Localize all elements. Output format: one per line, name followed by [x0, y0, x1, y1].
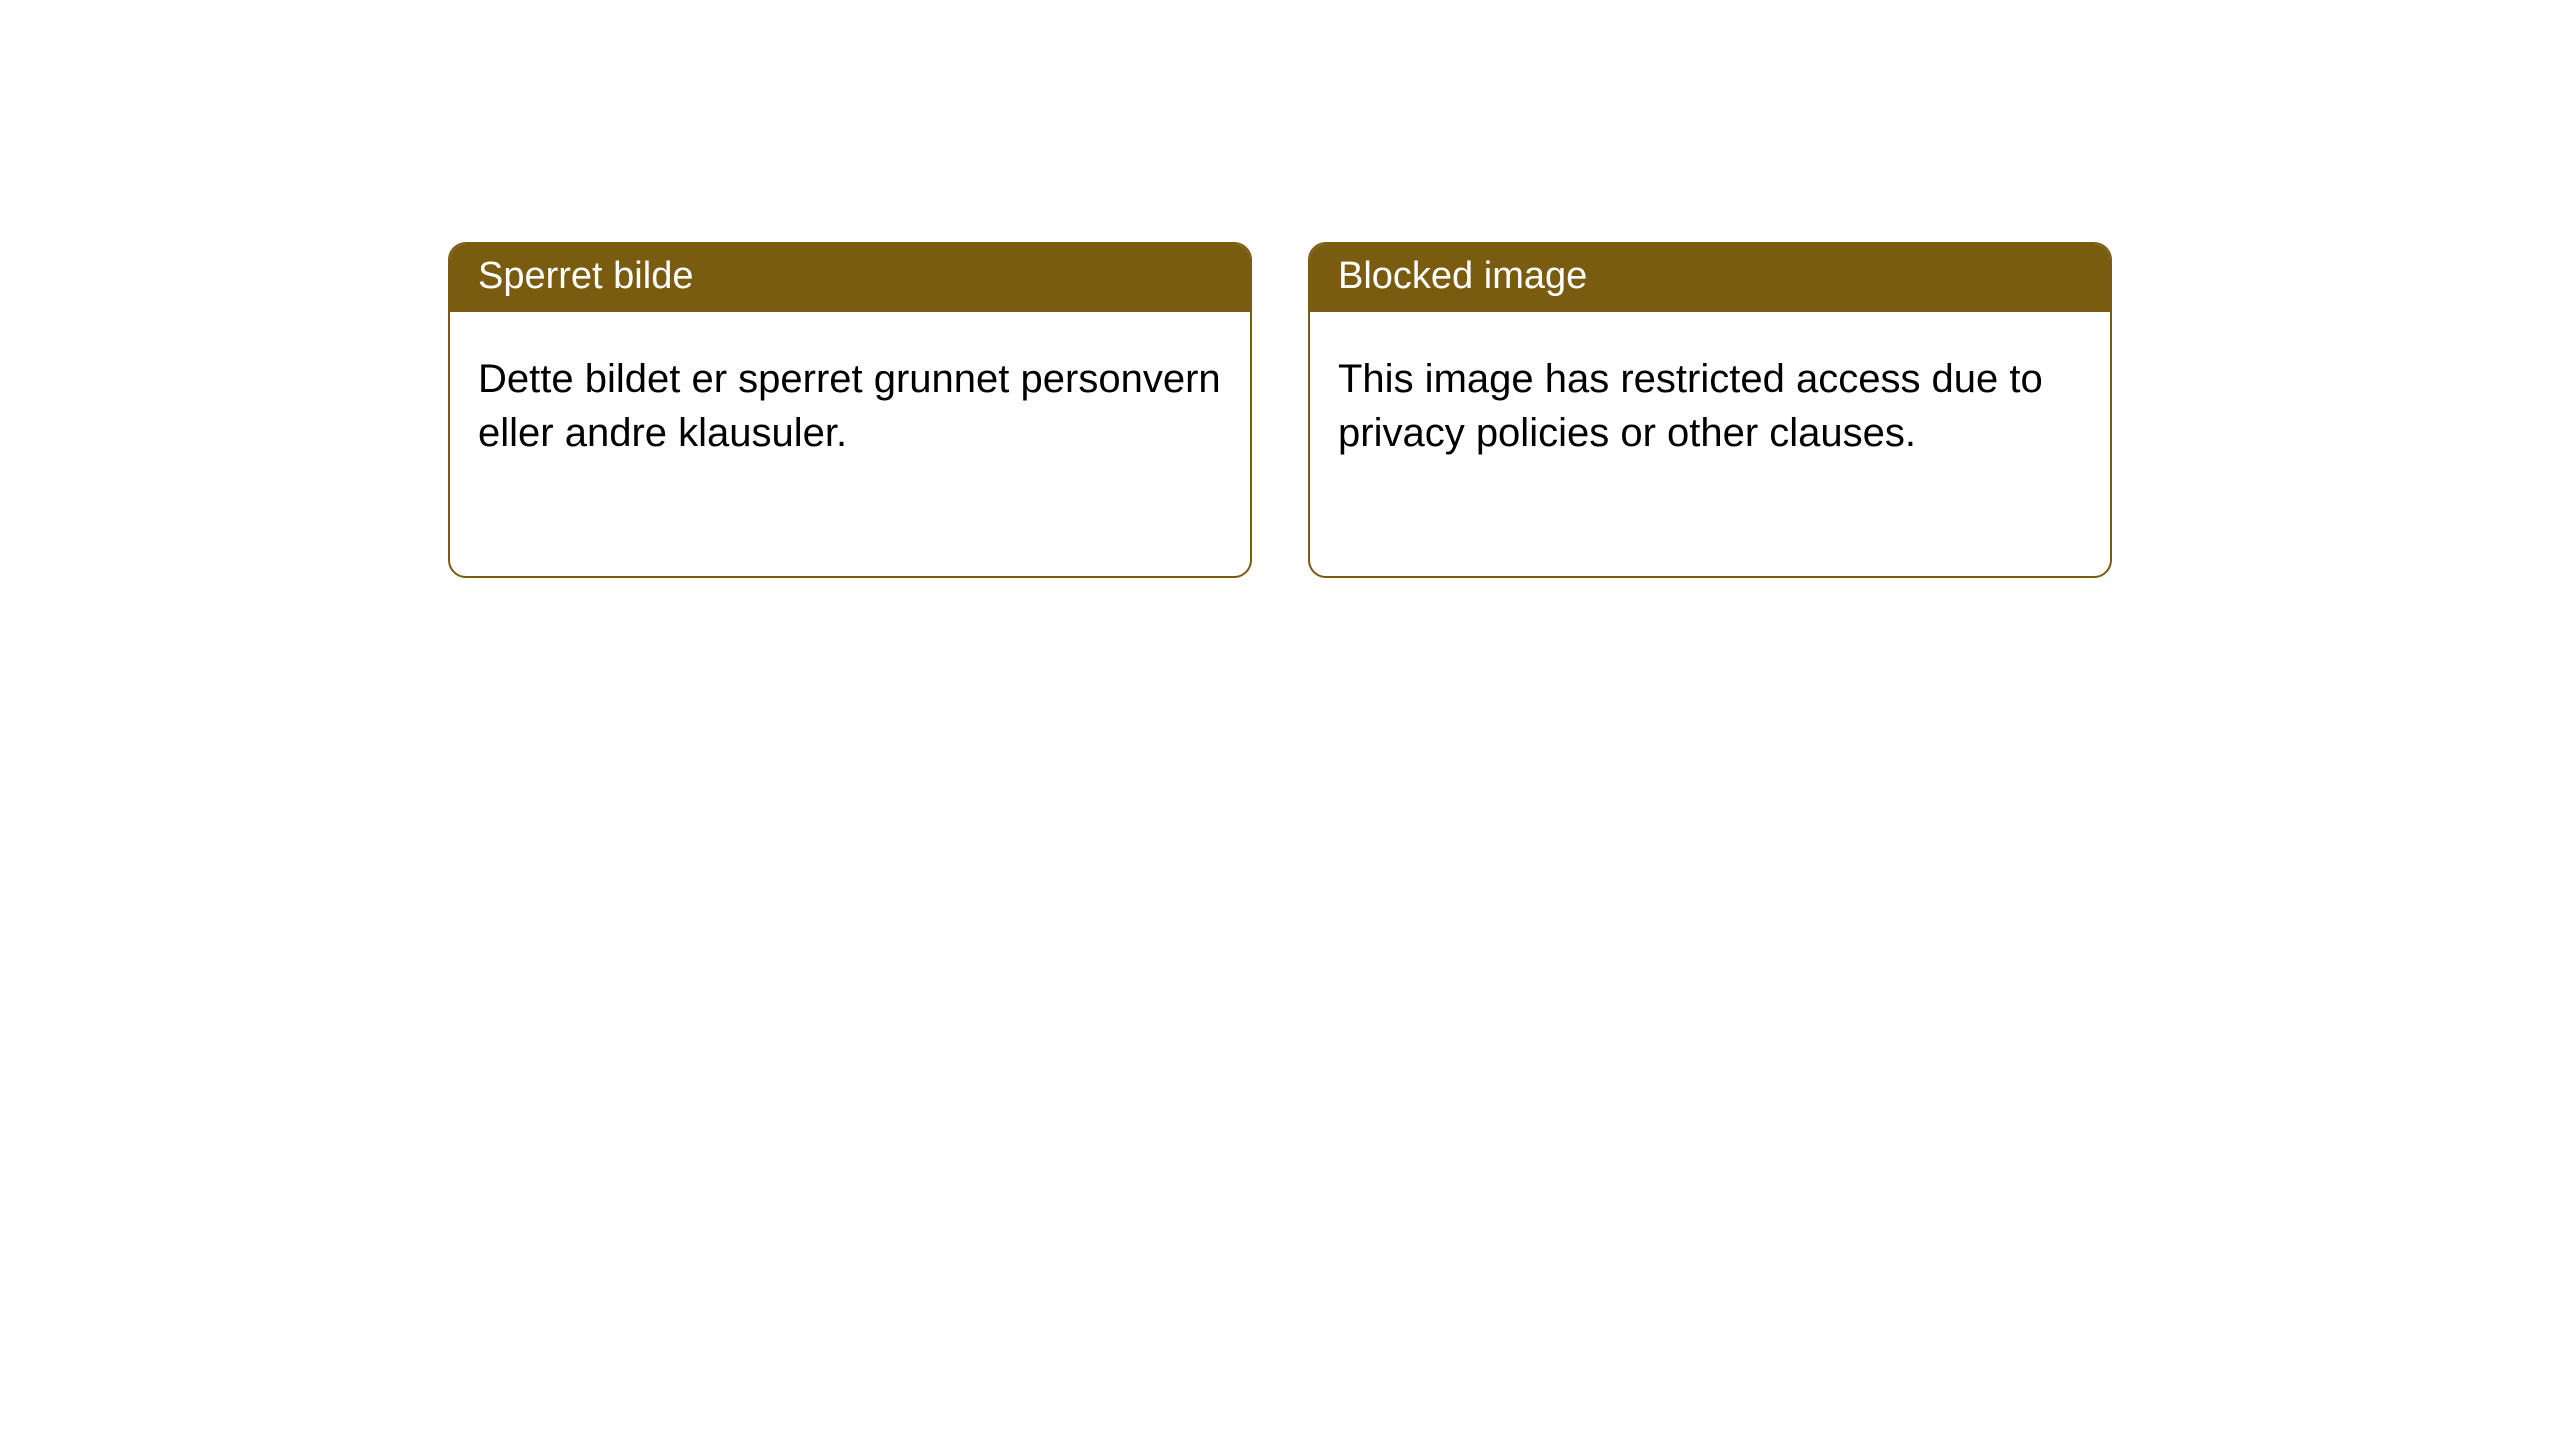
notice-header-norwegian: Sperret bilde	[450, 244, 1250, 312]
notice-body-norwegian: Dette bildet er sperret grunnet personve…	[450, 312, 1250, 488]
notice-card-english: Blocked image This image has restricted …	[1308, 242, 2112, 578]
notice-body-english: This image has restricted access due to …	[1310, 312, 2110, 488]
notice-container: Sperret bilde Dette bildet er sperret gr…	[448, 242, 2112, 578]
notice-card-norwegian: Sperret bilde Dette bildet er sperret gr…	[448, 242, 1252, 578]
notice-header-english: Blocked image	[1310, 244, 2110, 312]
